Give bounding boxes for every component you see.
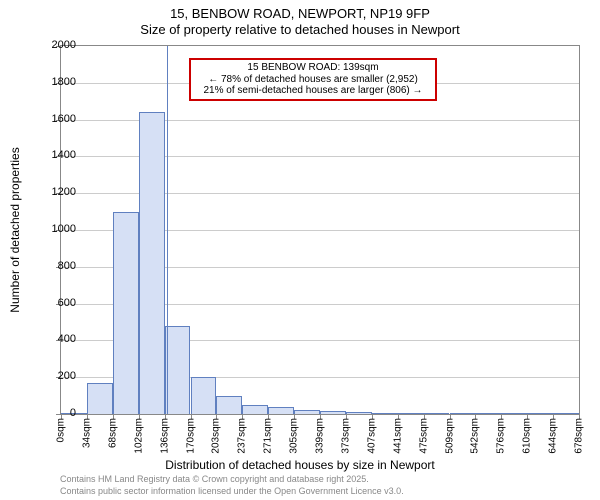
- property-marker-line: [167, 46, 168, 414]
- annotation-line: 15 BENBOW ROAD: 139sqm: [195, 62, 431, 74]
- xtick-label: 644sqm: [548, 418, 559, 454]
- x-axis-label: Distribution of detached houses by size …: [0, 458, 600, 472]
- ytick-label: 1800: [36, 76, 76, 88]
- histogram-bar: [320, 411, 346, 414]
- ytick-label: 400: [36, 333, 76, 345]
- xtick-label: 610sqm: [522, 418, 533, 454]
- histogram-bar: [501, 413, 527, 414]
- xtick-label: 203sqm: [211, 418, 222, 454]
- histogram-bar: [191, 377, 217, 414]
- histogram-bar: [139, 112, 165, 414]
- xtick-label: 441sqm: [392, 418, 403, 454]
- histogram-bar: [87, 383, 113, 414]
- histogram-bar: [165, 326, 191, 414]
- ytick-label: 0: [36, 407, 76, 419]
- ytick-label: 1200: [36, 186, 76, 198]
- xtick-label: 34sqm: [81, 418, 92, 448]
- xtick-label: 373sqm: [340, 418, 351, 454]
- xtick-label: 576sqm: [496, 418, 507, 454]
- xtick-label: 68sqm: [107, 418, 118, 448]
- histogram-bar: [268, 407, 294, 414]
- footer-line-2: Contains public sector information licen…: [60, 486, 404, 496]
- ytick-label: 800: [36, 260, 76, 272]
- xtick-label: 339sqm: [315, 418, 326, 454]
- xtick-label: 102sqm: [133, 418, 144, 454]
- annotation-line: 21% of semi-detached houses are larger (…: [195, 85, 431, 97]
- annotation-line: ← 78% of detached houses are smaller (2,…: [195, 74, 431, 86]
- annotation-box: 15 BENBOW ROAD: 139sqm← 78% of detached …: [189, 58, 437, 101]
- histogram-bar: [216, 396, 242, 414]
- histogram-bar: [450, 413, 476, 414]
- xtick-label: 509sqm: [444, 418, 455, 454]
- histogram-bar: [346, 412, 372, 414]
- y-axis-label: Number of detached properties: [8, 147, 22, 312]
- chart-container: 15, BENBOW ROAD, NEWPORT, NP19 9FP Size …: [0, 0, 600, 500]
- ytick-label: 600: [36, 297, 76, 309]
- xtick-label: 305sqm: [289, 418, 300, 454]
- ytick-label: 1600: [36, 113, 76, 125]
- chart-subtitle: Size of property relative to detached ho…: [0, 22, 600, 37]
- histogram-bar: [553, 413, 579, 414]
- histogram-bar: [294, 410, 320, 414]
- histogram-bar: [242, 405, 268, 414]
- xtick-label: 0sqm: [56, 418, 67, 442]
- plot-area: 0sqm34sqm68sqm102sqm136sqm170sqm203sqm23…: [60, 45, 580, 415]
- xtick-label: 475sqm: [418, 418, 429, 454]
- ytick-label: 1000: [36, 223, 76, 235]
- chart-title: 15, BENBOW ROAD, NEWPORT, NP19 9FP: [0, 6, 600, 21]
- xtick-label: 542sqm: [470, 418, 481, 454]
- xtick-label: 136sqm: [159, 418, 170, 454]
- xtick-label: 678sqm: [574, 418, 585, 454]
- xtick-label: 407sqm: [366, 418, 377, 454]
- histogram-bar: [527, 413, 553, 414]
- ytick-label: 200: [36, 370, 76, 382]
- ytick-label: 2000: [36, 39, 76, 51]
- histogram-bar: [398, 413, 424, 414]
- histogram-bar: [475, 413, 501, 414]
- histogram-bar: [113, 212, 139, 414]
- histogram-bar: [372, 413, 398, 414]
- xtick-label: 271sqm: [263, 418, 274, 454]
- histogram-bar: [424, 413, 450, 414]
- ytick-label: 1400: [36, 149, 76, 161]
- xtick-label: 237sqm: [237, 418, 248, 454]
- xtick-label: 170sqm: [185, 418, 196, 454]
- footer-line-1: Contains HM Land Registry data © Crown c…: [60, 474, 369, 484]
